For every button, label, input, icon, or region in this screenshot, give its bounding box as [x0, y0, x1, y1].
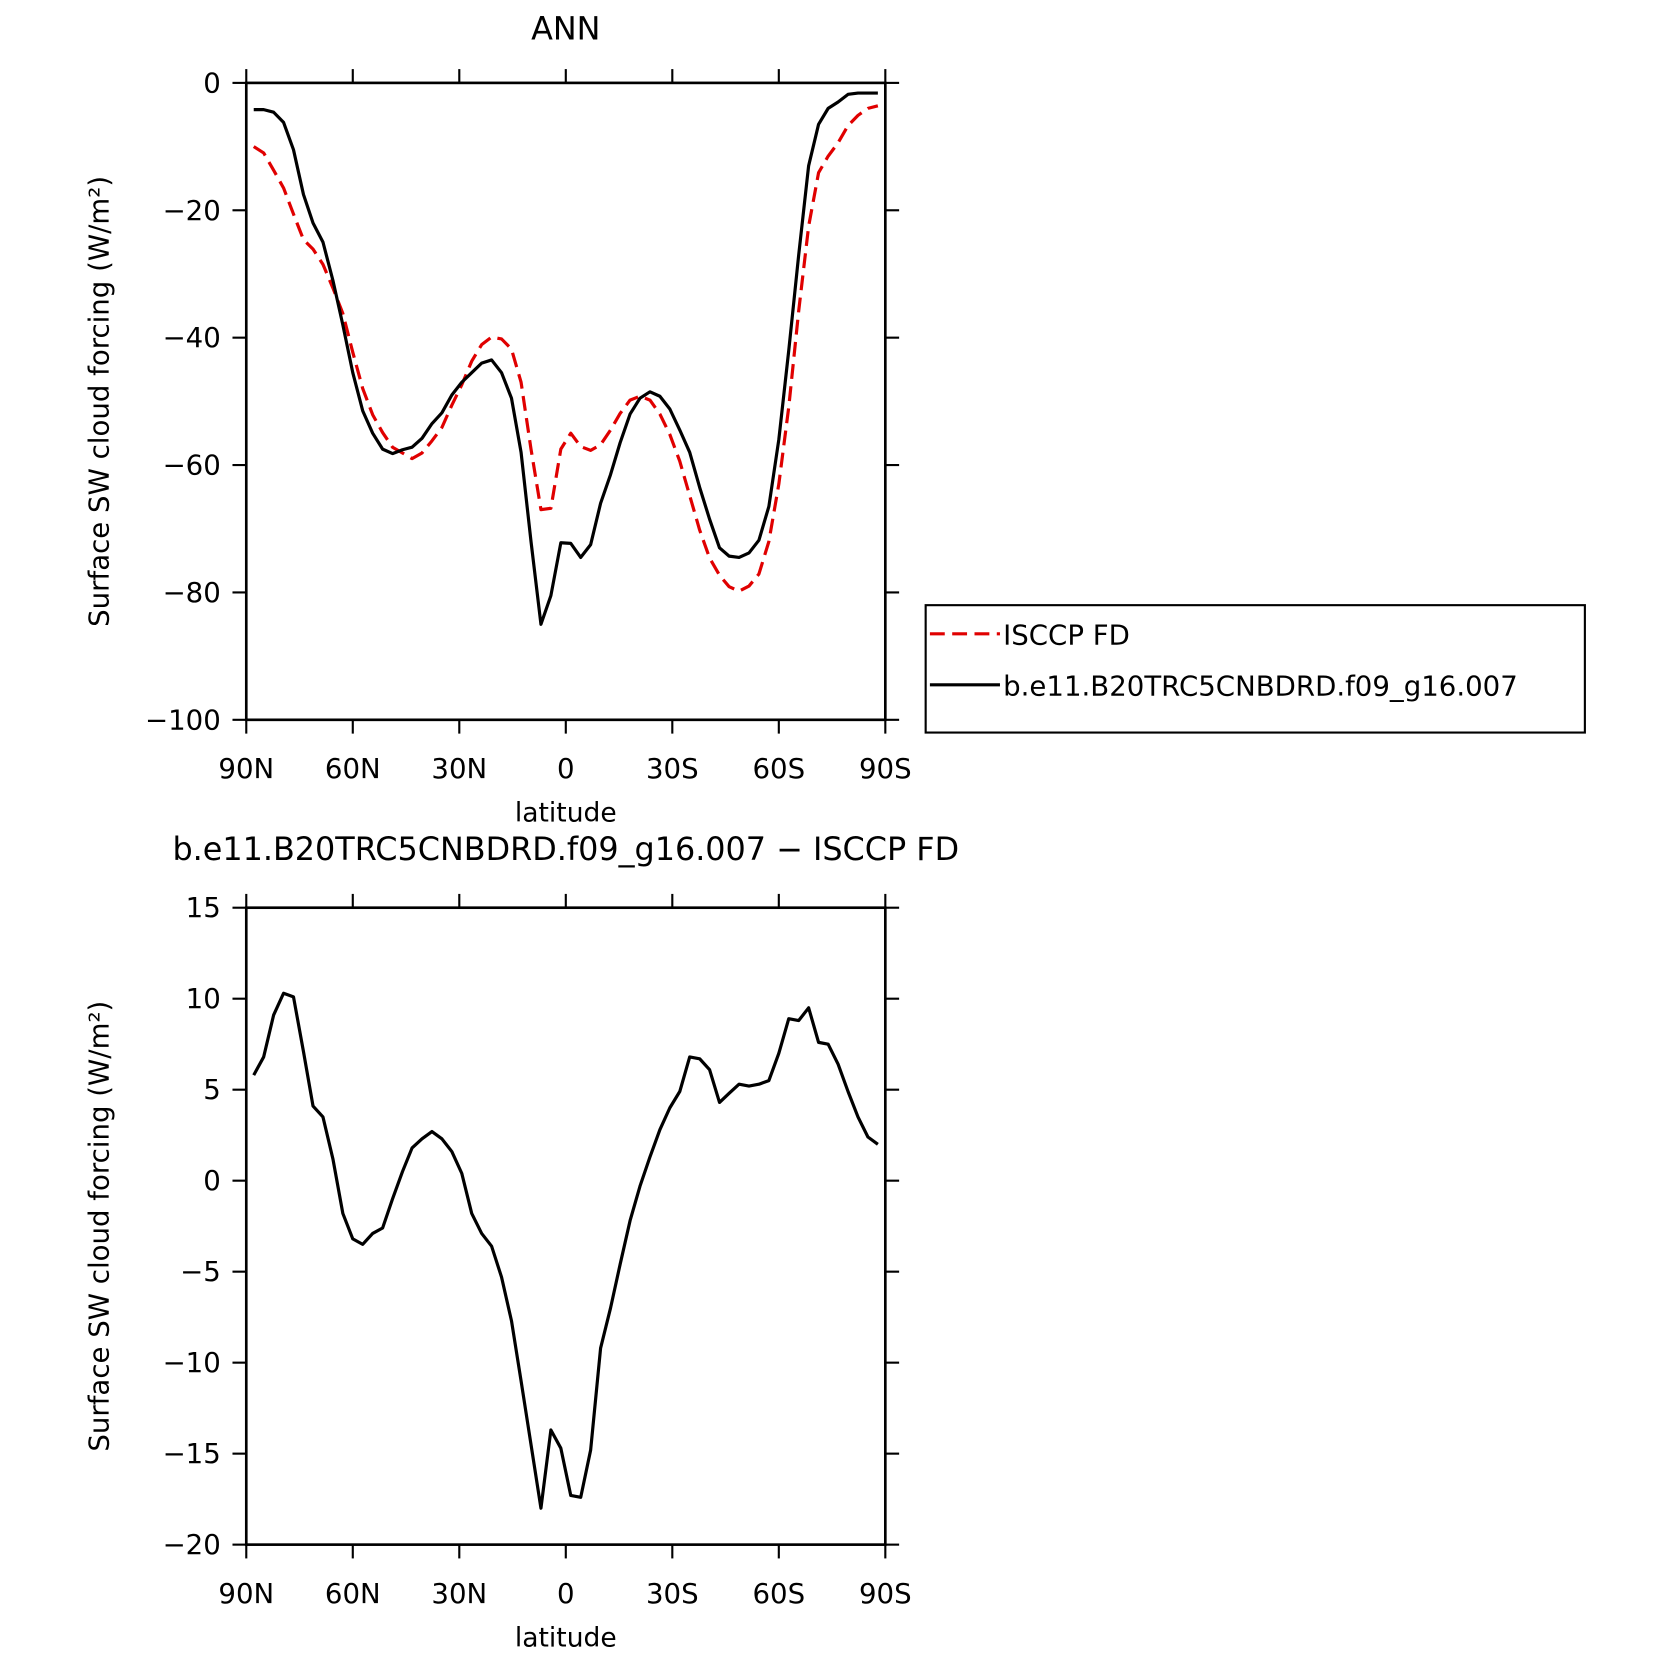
y-tick-label: −20 — [163, 194, 221, 227]
legend-box — [924, 604, 1586, 734]
x-tick-label: 60N — [325, 1577, 381, 1610]
data-line — [252, 104, 879, 593]
y-tick-label: −5 — [180, 1255, 221, 1288]
y-tick-label: −20 — [163, 1528, 221, 1561]
x-tick-label: 30N — [431, 752, 487, 785]
y-tick-label: −10 — [163, 1346, 221, 1379]
x-tick-label: 30N — [431, 1577, 487, 1610]
x-tick-label: 60S — [752, 752, 805, 785]
x-tick-label: 90N — [218, 752, 274, 785]
x-tick-label: 90S — [859, 752, 912, 785]
y-tick-label: 0 — [203, 66, 221, 99]
plot-frame — [244, 81, 887, 722]
y-tick-label: 15 — [186, 891, 221, 924]
y-axis-label: Surface SW cloud forcing (W/m²) — [82, 1001, 115, 1452]
x-tick-label: 90N — [218, 1577, 274, 1610]
data-line — [252, 991, 879, 1510]
y-tick-label: −15 — [163, 1437, 221, 1470]
x-tick-label: 0 — [557, 1577, 575, 1610]
x-tick-label: 30S — [646, 752, 699, 785]
x-tick-label: 90S — [859, 1577, 912, 1610]
x-tick-label: 0 — [557, 752, 575, 785]
y-tick-label: 5 — [203, 1073, 221, 1106]
data-line — [253, 91, 878, 626]
y-tick-label: −60 — [163, 449, 221, 482]
y-axis-label: Surface SW cloud forcing (W/m²) — [82, 176, 115, 627]
chart-title: b.e11.B20TRC5CNBDRD.f09_g16.007 − ISCCP … — [172, 830, 959, 868]
plot-frame — [244, 906, 887, 1546]
y-tick-label: 0 — [203, 1164, 221, 1197]
x-tick-label: 60N — [325, 752, 381, 785]
x-axis-label: latitude — [515, 1623, 617, 1653]
legend-label: ISCCP FD — [1003, 618, 1130, 651]
legend-label: b.e11.B20TRC5CNBDRD.f09_g16.007 — [1003, 669, 1518, 702]
y-tick-label: −80 — [163, 576, 221, 609]
y-tick-label: −100 — [145, 703, 221, 736]
y-tick-label: −40 — [163, 321, 221, 354]
y-tick-label: 10 — [186, 982, 221, 1015]
x-tick-label: 30S — [646, 1577, 699, 1610]
x-axis-label: latitude — [515, 798, 617, 829]
chart-title: ANN — [531, 9, 600, 47]
x-tick-label: 60S — [752, 1577, 805, 1610]
